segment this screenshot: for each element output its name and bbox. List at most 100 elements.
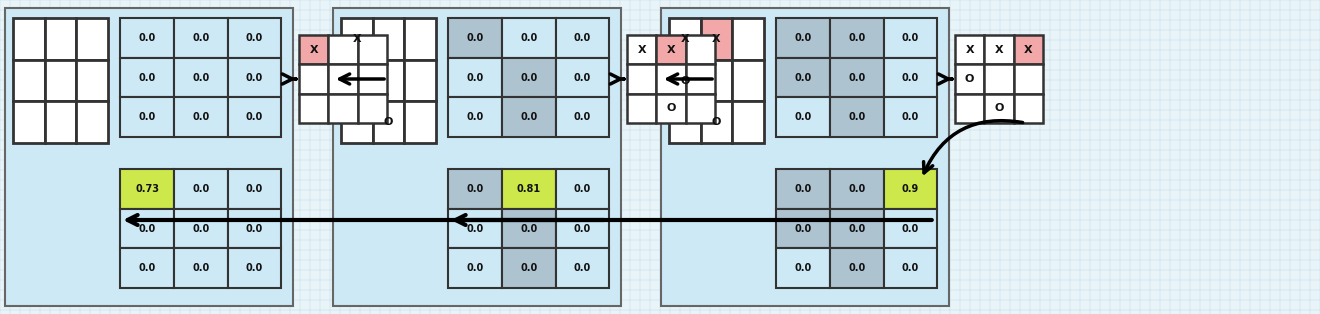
Bar (449, 18, 502, 58)
Text: 0.0: 0.0 (849, 112, 866, 122)
Bar (341, 18, 372, 60)
Text: X: X (638, 45, 645, 55)
Bar (776, 97, 830, 137)
Bar (985, 35, 1014, 64)
Text: 0.0: 0.0 (520, 263, 537, 273)
Text: 0.0: 0.0 (574, 224, 591, 234)
Bar (329, 64, 358, 94)
Text: O: O (680, 76, 689, 86)
Text: 0.81: 0.81 (516, 184, 541, 194)
Bar (556, 169, 610, 209)
Text: 0.0: 0.0 (574, 263, 591, 273)
Bar (45, 60, 77, 101)
Bar (502, 18, 556, 58)
Text: 0.0: 0.0 (193, 263, 210, 273)
Text: 0.0: 0.0 (466, 33, 483, 43)
Bar (228, 97, 281, 137)
Text: 0.0: 0.0 (466, 184, 483, 194)
Bar (661, 8, 949, 306)
Text: O: O (965, 74, 974, 84)
Bar (627, 35, 656, 64)
Bar (341, 60, 372, 101)
Text: 0.0: 0.0 (193, 33, 210, 43)
Bar (174, 209, 228, 248)
Text: 0.0: 0.0 (902, 73, 919, 83)
Bar (329, 94, 358, 123)
Bar (300, 94, 329, 123)
Text: O: O (667, 103, 676, 113)
Bar (556, 97, 610, 137)
Bar (985, 64, 1014, 94)
Text: 0.0: 0.0 (246, 224, 263, 234)
Bar (372, 60, 404, 101)
Bar (627, 64, 656, 94)
Bar (685, 94, 715, 123)
Bar (776, 58, 830, 97)
Bar (830, 209, 883, 248)
Text: 0.0: 0.0 (795, 184, 812, 194)
Text: 0.0: 0.0 (193, 224, 210, 234)
Text: 0.0: 0.0 (246, 33, 263, 43)
Bar (627, 94, 656, 123)
Text: 0.0: 0.0 (520, 33, 537, 43)
Text: X: X (965, 45, 974, 55)
Text: 0.0: 0.0 (574, 184, 591, 194)
Text: O: O (384, 117, 393, 127)
Bar (701, 60, 733, 101)
Text: 0.0: 0.0 (246, 263, 263, 273)
Text: 0.0: 0.0 (466, 73, 483, 83)
Text: X: X (995, 45, 1003, 55)
Bar (502, 169, 556, 209)
Text: 0.0: 0.0 (193, 73, 210, 83)
Bar (329, 35, 358, 64)
Bar (174, 18, 228, 58)
Bar (404, 101, 436, 143)
Bar (174, 97, 228, 137)
Text: 0.0: 0.0 (795, 73, 812, 83)
Bar (228, 248, 281, 288)
Bar (45, 101, 77, 143)
Text: 0.0: 0.0 (849, 184, 866, 194)
Bar (449, 169, 502, 209)
Text: 0.0: 0.0 (520, 112, 537, 122)
Text: O: O (711, 117, 721, 127)
Text: 0.0: 0.0 (849, 263, 866, 273)
Bar (733, 101, 764, 143)
Text: 0.0: 0.0 (246, 184, 263, 194)
Bar (77, 18, 108, 60)
Bar (45, 18, 77, 60)
Bar (556, 18, 610, 58)
Bar (300, 35, 329, 64)
Bar (449, 209, 502, 248)
Text: 0.0: 0.0 (574, 33, 591, 43)
Text: 0.0: 0.0 (520, 73, 537, 83)
Text: 0.0: 0.0 (139, 33, 156, 43)
Bar (502, 97, 556, 137)
Bar (13, 60, 45, 101)
Bar (228, 18, 281, 58)
Text: 0.0: 0.0 (574, 112, 591, 122)
Bar (776, 18, 830, 58)
Bar (449, 58, 502, 97)
Bar (13, 101, 45, 143)
Bar (120, 58, 174, 97)
Bar (776, 169, 830, 209)
Bar (449, 97, 502, 137)
Bar (5, 8, 293, 306)
Bar (120, 209, 174, 248)
Bar (954, 94, 985, 123)
Bar (333, 8, 620, 306)
Text: 0.73: 0.73 (135, 184, 160, 194)
Text: 0.0: 0.0 (139, 224, 156, 234)
Text: 0.0: 0.0 (849, 224, 866, 234)
Text: 0.0: 0.0 (520, 224, 537, 234)
Bar (1014, 64, 1043, 94)
Text: 0.0: 0.0 (795, 33, 812, 43)
Text: X: X (352, 34, 362, 44)
Text: 0.0: 0.0 (849, 33, 866, 43)
Bar (358, 94, 387, 123)
Bar (228, 169, 281, 209)
Bar (358, 35, 387, 64)
Text: X: X (309, 45, 318, 55)
Bar (120, 169, 174, 209)
